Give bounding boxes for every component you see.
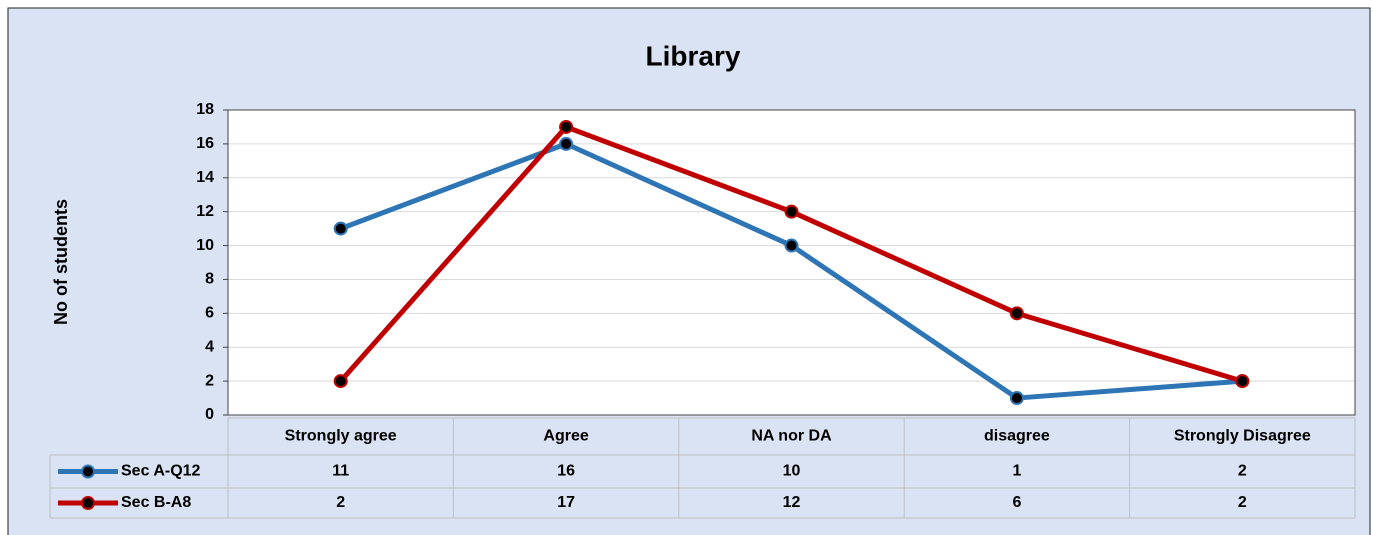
chart-title: Library bbox=[646, 40, 741, 71]
y-tick-label: 18 bbox=[196, 101, 214, 118]
y-tick-label: 0 bbox=[205, 406, 214, 423]
marker bbox=[1009, 391, 1024, 406]
table-value: 12 bbox=[783, 494, 801, 511]
y-tick-label: 10 bbox=[196, 237, 214, 254]
y-tick-label: 4 bbox=[205, 338, 214, 355]
legend-marker bbox=[81, 464, 95, 479]
y-tick-label: 6 bbox=[205, 305, 214, 322]
plot-border bbox=[227, 109, 1356, 416]
marker bbox=[333, 374, 348, 389]
legend-label: Sec B-A8 bbox=[121, 494, 191, 511]
table-value: 2 bbox=[336, 494, 345, 511]
table-value: 6 bbox=[1012, 494, 1021, 511]
marker bbox=[784, 204, 799, 219]
y-tick-label: 12 bbox=[196, 203, 214, 220]
y-tick-label: 8 bbox=[205, 271, 214, 288]
y-tick-label: 16 bbox=[196, 135, 214, 152]
legend-marker bbox=[81, 496, 95, 510]
marker bbox=[784, 238, 799, 253]
x-tick-label: Agree bbox=[543, 428, 588, 445]
marker bbox=[1235, 374, 1250, 389]
table-value: 1 bbox=[1012, 463, 1021, 480]
x-tick-label: Strongly Disagree bbox=[1174, 428, 1311, 445]
plot-area bbox=[228, 110, 1355, 415]
table-value: 10 bbox=[783, 463, 801, 480]
x-tick-label: NA nor DA bbox=[751, 428, 832, 445]
y-tick-label: 2 bbox=[205, 372, 214, 389]
x-tick-label: Strongly agree bbox=[285, 428, 397, 445]
legend-label: Sec A-Q12 bbox=[121, 463, 201, 480]
marker bbox=[1009, 306, 1024, 321]
marker bbox=[559, 119, 574, 134]
x-tick-label: disagree bbox=[984, 428, 1050, 445]
table-value: 2 bbox=[1238, 494, 1247, 511]
table-value: 17 bbox=[557, 494, 575, 511]
y-axis-label: No of students bbox=[51, 199, 71, 325]
marker bbox=[333, 221, 348, 236]
table-value: 16 bbox=[557, 463, 575, 480]
marker bbox=[559, 136, 574, 151]
y-tick-label: 14 bbox=[196, 169, 214, 186]
table-value: 11 bbox=[332, 463, 349, 480]
table-value: 2 bbox=[1238, 463, 1247, 480]
